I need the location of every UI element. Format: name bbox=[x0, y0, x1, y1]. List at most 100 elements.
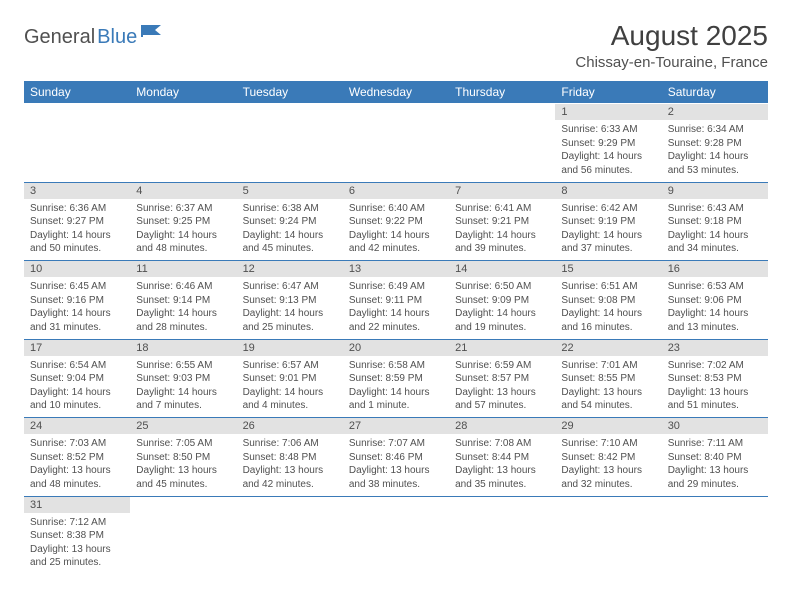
day-number: 3 bbox=[24, 182, 130, 199]
sunrise-line: Sunrise: 7:01 AM bbox=[561, 359, 655, 373]
sunset-line: Sunset: 9:01 PM bbox=[243, 372, 337, 386]
sunset-line: Sunset: 9:25 PM bbox=[136, 215, 230, 229]
day-cell: Sunrise: 7:07 AMSunset: 8:46 PMDaylight:… bbox=[343, 434, 449, 496]
day-cell: Sunrise: 7:06 AMSunset: 8:48 PMDaylight:… bbox=[237, 434, 343, 496]
day-number bbox=[449, 496, 555, 513]
day-cell bbox=[130, 120, 236, 182]
sunset-line: Sunset: 8:57 PM bbox=[455, 372, 549, 386]
sunrise-line: Sunrise: 7:07 AM bbox=[349, 437, 443, 451]
day-content-row: Sunrise: 7:03 AMSunset: 8:52 PMDaylight:… bbox=[24, 434, 768, 496]
day-cell: Sunrise: 6:53 AMSunset: 9:06 PMDaylight:… bbox=[662, 277, 768, 339]
day-cell: Sunrise: 6:41 AMSunset: 9:21 PMDaylight:… bbox=[449, 199, 555, 261]
calendar-table: SundayMondayTuesdayWednesdayThursdayFrid… bbox=[24, 81, 768, 575]
sunrise-line: Sunrise: 6:41 AM bbox=[455, 202, 549, 216]
sunset-line: Sunset: 8:52 PM bbox=[30, 451, 124, 465]
day-content-row: Sunrise: 6:45 AMSunset: 9:16 PMDaylight:… bbox=[24, 277, 768, 339]
day-number: 31 bbox=[24, 496, 130, 513]
day-number bbox=[449, 104, 555, 121]
sunset-line: Sunset: 8:44 PM bbox=[455, 451, 549, 465]
day-number bbox=[343, 104, 449, 121]
day-cell bbox=[24, 120, 130, 182]
day-cell: Sunrise: 6:36 AMSunset: 9:27 PMDaylight:… bbox=[24, 199, 130, 261]
daylight-line: Daylight: 13 hours and 38 minutes. bbox=[349, 464, 443, 491]
daylight-line: Daylight: 13 hours and 25 minutes. bbox=[30, 543, 124, 570]
sunset-line: Sunset: 9:22 PM bbox=[349, 215, 443, 229]
day-number-row: 31 bbox=[24, 496, 768, 513]
logo: General Blue bbox=[24, 26, 163, 49]
sunset-line: Sunset: 9:24 PM bbox=[243, 215, 337, 229]
sunset-line: Sunset: 8:55 PM bbox=[561, 372, 655, 386]
sunrise-line: Sunrise: 6:49 AM bbox=[349, 280, 443, 294]
sunset-line: Sunset: 8:40 PM bbox=[668, 451, 762, 465]
sunrise-line: Sunrise: 6:43 AM bbox=[668, 202, 762, 216]
logo-text-blue: Blue bbox=[97, 26, 137, 49]
daylight-line: Daylight: 13 hours and 54 minutes. bbox=[561, 386, 655, 413]
day-number: 27 bbox=[343, 418, 449, 435]
day-number bbox=[130, 496, 236, 513]
day-number: 7 bbox=[449, 182, 555, 199]
sunrise-line: Sunrise: 7:08 AM bbox=[455, 437, 549, 451]
sunrise-line: Sunrise: 6:46 AM bbox=[136, 280, 230, 294]
day-cell: Sunrise: 7:03 AMSunset: 8:52 PMDaylight:… bbox=[24, 434, 130, 496]
sunrise-line: Sunrise: 6:38 AM bbox=[243, 202, 337, 216]
day-cell bbox=[343, 120, 449, 182]
day-number: 20 bbox=[343, 339, 449, 356]
day-header: Saturday bbox=[662, 81, 768, 104]
day-number: 22 bbox=[555, 339, 661, 356]
day-cell bbox=[343, 513, 449, 575]
sunrise-line: Sunrise: 7:02 AM bbox=[668, 359, 762, 373]
day-number: 6 bbox=[343, 182, 449, 199]
sunrise-line: Sunrise: 6:55 AM bbox=[136, 359, 230, 373]
daylight-line: Daylight: 14 hours and 4 minutes. bbox=[243, 386, 337, 413]
day-number: 2 bbox=[662, 104, 768, 121]
day-cell: Sunrise: 6:43 AMSunset: 9:18 PMDaylight:… bbox=[662, 199, 768, 261]
daylight-line: Daylight: 13 hours and 29 minutes. bbox=[668, 464, 762, 491]
day-number: 10 bbox=[24, 261, 130, 278]
day-number-row: 24252627282930 bbox=[24, 418, 768, 435]
sunset-line: Sunset: 9:21 PM bbox=[455, 215, 549, 229]
sunset-line: Sunset: 9:28 PM bbox=[668, 137, 762, 151]
day-content-row: Sunrise: 6:54 AMSunset: 9:04 PMDaylight:… bbox=[24, 356, 768, 418]
sunset-line: Sunset: 9:06 PM bbox=[668, 294, 762, 308]
sunrise-line: Sunrise: 6:45 AM bbox=[30, 280, 124, 294]
day-header: Tuesday bbox=[237, 81, 343, 104]
sunrise-line: Sunrise: 7:05 AM bbox=[136, 437, 230, 451]
day-number: 28 bbox=[449, 418, 555, 435]
sunset-line: Sunset: 8:46 PM bbox=[349, 451, 443, 465]
daylight-line: Daylight: 13 hours and 32 minutes. bbox=[561, 464, 655, 491]
day-cell bbox=[237, 513, 343, 575]
sunset-line: Sunset: 8:59 PM bbox=[349, 372, 443, 386]
daylight-line: Daylight: 14 hours and 16 minutes. bbox=[561, 307, 655, 334]
sunrise-line: Sunrise: 7:12 AM bbox=[30, 516, 124, 530]
header: General Blue August 2025 Chissay-en-Tour… bbox=[24, 20, 768, 71]
day-number: 14 bbox=[449, 261, 555, 278]
sunrise-line: Sunrise: 6:47 AM bbox=[243, 280, 337, 294]
day-number: 25 bbox=[130, 418, 236, 435]
day-cell: Sunrise: 7:05 AMSunset: 8:50 PMDaylight:… bbox=[130, 434, 236, 496]
sunrise-line: Sunrise: 7:10 AM bbox=[561, 437, 655, 451]
day-number bbox=[555, 496, 661, 513]
daylight-line: Daylight: 13 hours and 57 minutes. bbox=[455, 386, 549, 413]
day-cell: Sunrise: 7:11 AMSunset: 8:40 PMDaylight:… bbox=[662, 434, 768, 496]
day-cell bbox=[449, 513, 555, 575]
day-cell: Sunrise: 6:40 AMSunset: 9:22 PMDaylight:… bbox=[343, 199, 449, 261]
sunset-line: Sunset: 8:38 PM bbox=[30, 529, 124, 543]
daylight-line: Daylight: 14 hours and 48 minutes. bbox=[136, 229, 230, 256]
day-header: Wednesday bbox=[343, 81, 449, 104]
sunset-line: Sunset: 9:14 PM bbox=[136, 294, 230, 308]
day-content-row: Sunrise: 7:12 AMSunset: 8:38 PMDaylight:… bbox=[24, 513, 768, 575]
day-number: 29 bbox=[555, 418, 661, 435]
day-content-row: Sunrise: 6:33 AMSunset: 9:29 PMDaylight:… bbox=[24, 120, 768, 182]
day-header: Monday bbox=[130, 81, 236, 104]
sunrise-line: Sunrise: 6:34 AM bbox=[668, 123, 762, 137]
day-number: 4 bbox=[130, 182, 236, 199]
day-cell: Sunrise: 6:46 AMSunset: 9:14 PMDaylight:… bbox=[130, 277, 236, 339]
sunrise-line: Sunrise: 7:11 AM bbox=[668, 437, 762, 451]
day-cell: Sunrise: 6:45 AMSunset: 9:16 PMDaylight:… bbox=[24, 277, 130, 339]
day-number bbox=[662, 496, 768, 513]
day-number: 12 bbox=[237, 261, 343, 278]
day-cell: Sunrise: 7:12 AMSunset: 8:38 PMDaylight:… bbox=[24, 513, 130, 575]
sunset-line: Sunset: 9:13 PM bbox=[243, 294, 337, 308]
day-number-row: 3456789 bbox=[24, 182, 768, 199]
daylight-line: Daylight: 14 hours and 34 minutes. bbox=[668, 229, 762, 256]
